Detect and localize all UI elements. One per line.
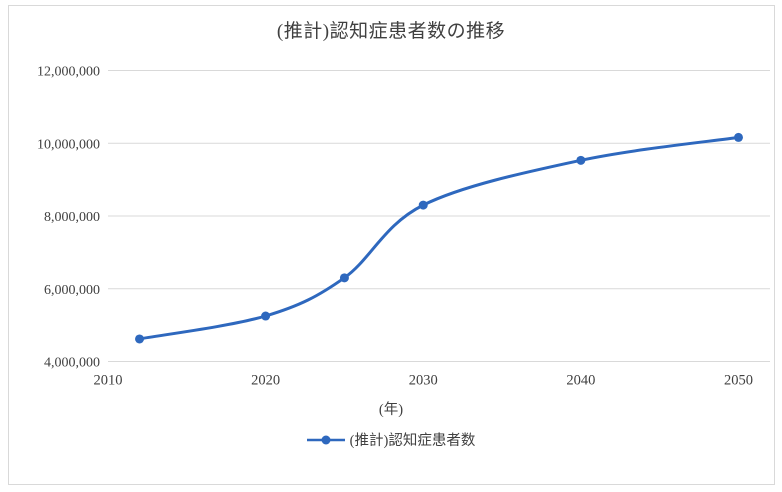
data-point-marker-2030: [418, 200, 428, 210]
y-axis-tick-label: 6,000,000: [44, 283, 100, 298]
data-point-marker-2020: [261, 311, 271, 321]
chart-border: [8, 5, 775, 485]
series-trend-line: [138, 135, 740, 341]
chart-title: (推計)認知症患者数の推移: [276, 21, 506, 42]
x-axis-tick-label: 2020: [251, 373, 280, 389]
y-axis-tick-label: 4,000,000: [44, 356, 100, 371]
y-axis-tick-label: 12,000,000: [37, 65, 100, 80]
y-axis-tick-label: 8,000,000: [44, 210, 100, 225]
data-point-marker-2012: [135, 334, 145, 344]
legend-series-label: (推計)認知症患者数: [349, 433, 476, 449]
x-axis-title: (年): [378, 402, 404, 418]
legend-line-marker-icon: [306, 435, 345, 444]
x-axis-tick-label: 2030: [409, 373, 438, 389]
x-axis-tick-label: 2010: [94, 373, 123, 389]
y-axis-tick-label: 10,000,000: [37, 137, 100, 152]
chart-legend: (推計)認知症患者数: [0, 429, 782, 450]
data-point-marker-2050: [733, 132, 743, 142]
x-axis-tick-label: 2040: [566, 373, 595, 389]
x-axis-tick-label: 2050: [724, 373, 753, 389]
data-point-marker-2040: [576, 155, 586, 165]
data-point-marker-2025: [339, 273, 349, 283]
